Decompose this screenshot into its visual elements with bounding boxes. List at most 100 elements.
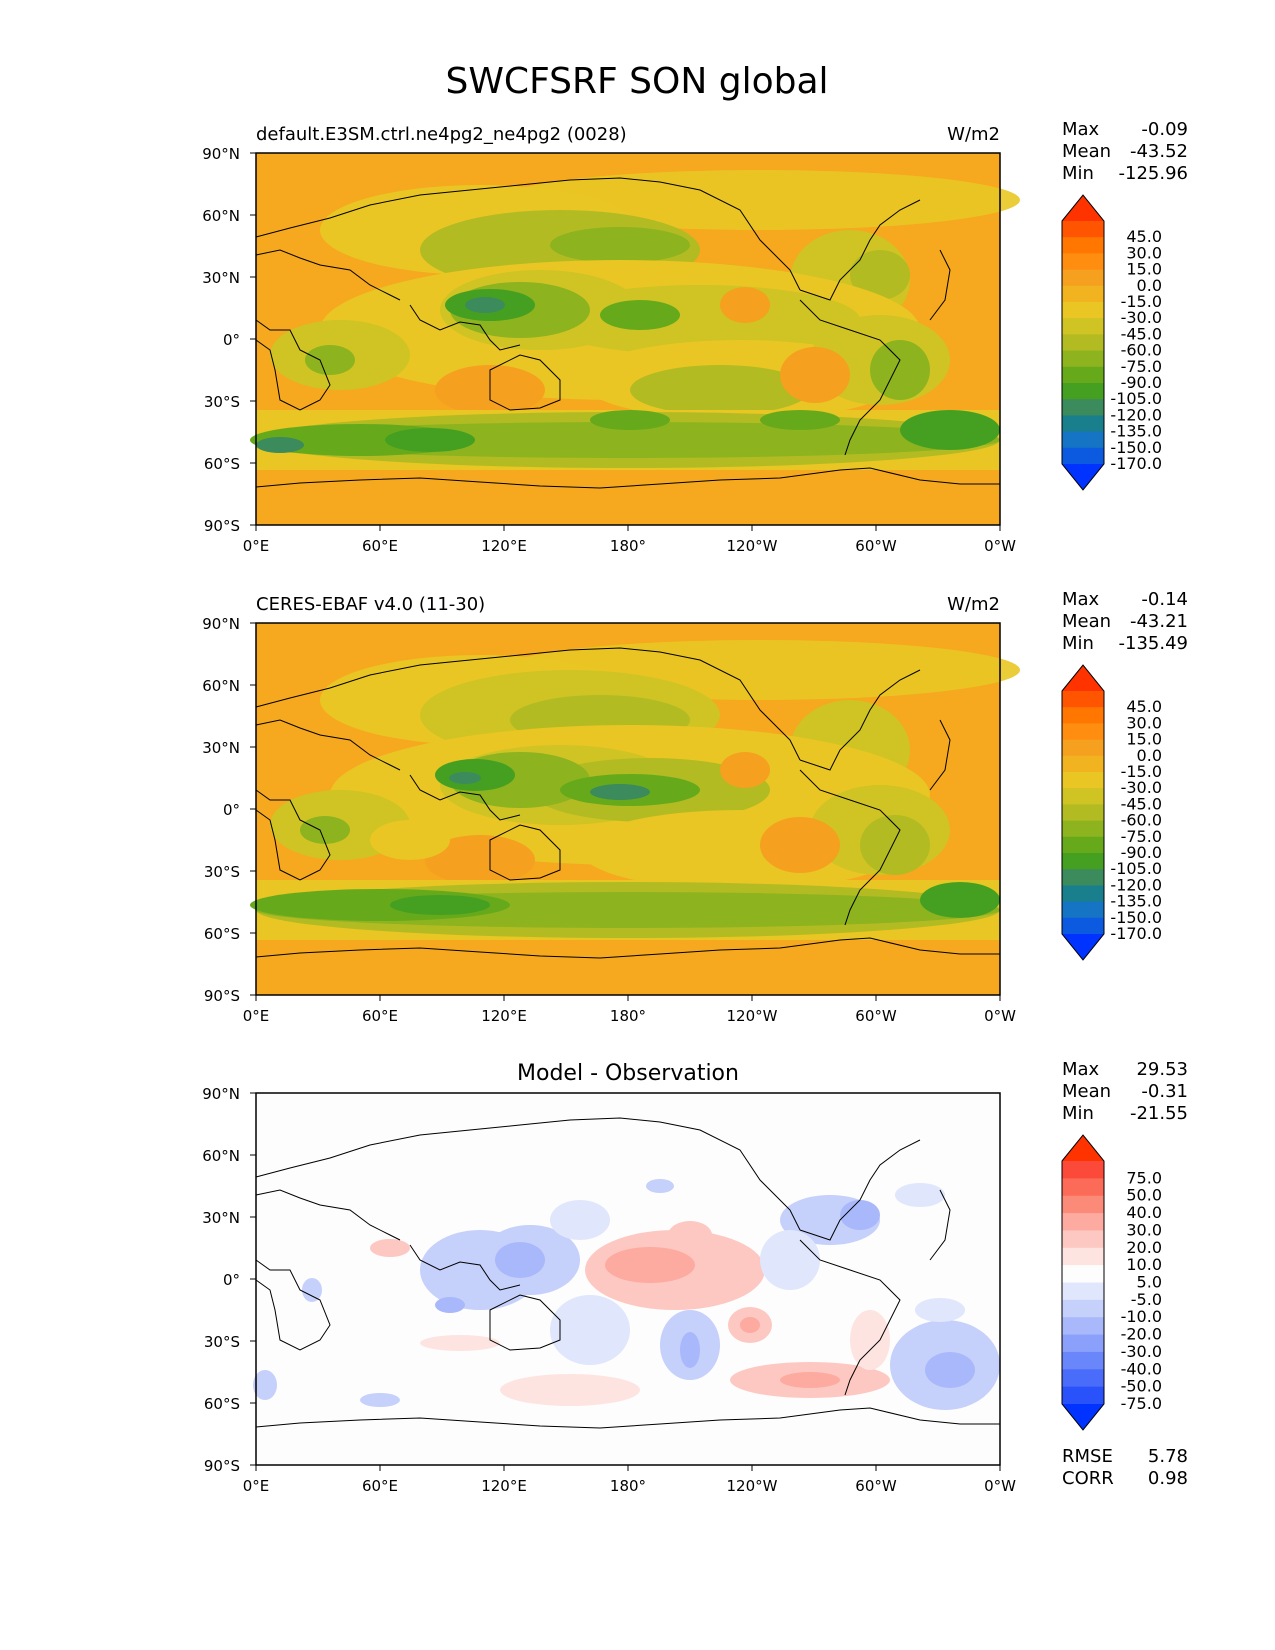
stats-block: Max -0.09 Mean -43.52 Min -125.96 [1062,119,1188,184]
colorbar-tick-label: 0.0 [1137,276,1162,295]
lon-tick-label: 120°E [481,1477,527,1495]
lat-tick-label: 90°S [204,1457,240,1475]
colorbar-segment [1062,1299,1104,1318]
lat-tick-label: 90°N [202,145,240,163]
colorbar-outline [1061,194,1105,491]
colorbar-tick-label: 15.0 [1126,260,1162,279]
lat-tick-label: 60°N [202,1147,240,1165]
stat-value-max: -0.09 [1141,119,1188,140]
colorbar-segment [1062,739,1104,757]
colorbar-tick-label: -90.0 [1121,843,1162,862]
colorbar-tick-label: -90.0 [1121,373,1162,392]
colorbar-segment [1062,917,1104,935]
rmse-label: RMSE [1062,1446,1113,1467]
lon-tick-label: 60°E [362,1477,398,1495]
lat-tick-label: 60°N [202,207,240,225]
stat-label-min: Min [1062,163,1094,184]
corr-label: CORR [1062,1468,1114,1489]
colorbar-segment [1062,221,1104,238]
figure-title: SWCFSRF SON global [445,61,828,102]
colorbar-segment [1062,755,1104,773]
lon-tick-label: 180° [610,1007,646,1025]
colorbar-tick-label: -75.0 [1121,1394,1162,1413]
colorbar-tick-label: -75.0 [1121,827,1162,846]
colorbar-segment [1062,366,1104,384]
lat-tick-label: 60°S [204,925,240,943]
colorbar-segment [1062,1386,1104,1405]
map-area [250,622,1020,996]
colorbar-segment [1062,269,1104,287]
colorbar-tick-label: -5.0 [1131,1290,1162,1309]
lat-tick-label: 30°S [204,393,240,411]
colorbar-segment [1062,1282,1104,1301]
colorbar-segment [1062,691,1104,708]
colorbar-segment [1062,285,1104,303]
colorbar-segment [1062,431,1104,449]
corr-value: 0.98 [1148,1468,1188,1489]
lon-tick-label: 60°E [362,1007,398,1025]
colorbar: 45.030.015.00.0-15.0-30.0-45.0-60.0-75.0… [1061,664,1162,961]
rmse-value: 5.78 [1148,1446,1188,1467]
panel-diff: Model - Observation [202,1059,1188,1495]
colorbar-tick-label: -75.0 [1121,357,1162,376]
colorbar-segment [1062,836,1104,854]
colorbar-segment [1062,1247,1104,1266]
coastlines [255,647,1000,959]
colorbar-segment [1062,788,1104,805]
stat-label-min: Min [1062,1103,1094,1124]
lon-tick-label: 0°E [243,537,270,555]
colorbar-tick-label: -40.0 [1121,1359,1162,1378]
lon-axis: 0°E 60°E 120°E 180° 120°W 60°W 0°W [243,525,1016,555]
colorbar: 75.050.040.030.020.010.05.0-5.0-10.0-20.… [1061,1134,1162,1431]
colorbar-extend-min [1062,934,1104,960]
colorbar-segment [1062,1178,1104,1197]
colorbar-tick-label: 30.0 [1126,1220,1162,1239]
colorbar-segment [1062,1195,1104,1214]
stats-block: Max -0.14 Mean -43.21 Min -135.49 [1062,589,1188,654]
colorbar-tick-label: -150.0 [1110,908,1162,927]
colorbar-segment [1062,383,1104,400]
colorbar-tick-label: -10.0 [1121,1307,1162,1326]
stat-label-max: Max [1062,589,1100,610]
lon-axis: 0°E 60°E 120°E 180° 120°W 60°W 0°W [243,995,1016,1025]
lat-tick-label: 0° [223,1271,240,1289]
stat-label-mean: Mean [1062,141,1111,162]
lat-tick-label: 60°S [204,1395,240,1413]
colorbar-segment [1062,707,1104,724]
colorbar-segment [1062,1317,1104,1336]
lat-tick-label: 30°N [202,739,240,757]
lon-tick-label: 120°E [481,1007,527,1025]
lon-tick-label: 60°W [855,1007,897,1025]
colorbar-tick-label: -45.0 [1121,794,1162,813]
map-field [250,170,1020,470]
colorbar-tick-label: 75.0 [1126,1168,1162,1187]
map-field [253,1179,1000,1410]
lat-axis: 90°N 60°N 30°N 0° 30°S 60°S 90°S [202,1085,256,1475]
lon-tick-label: 0°E [243,1007,270,1025]
lon-axis: 0°E 60°E 120°E 180° 120°W 60°W 0°W [243,1465,1016,1495]
panel-left-title: CERES-EBAF v4.0 (11-30) [256,594,485,615]
lat-tick-label: 60°S [204,455,240,473]
stat-label-mean: Mean [1062,1081,1111,1102]
lon-tick-label: 0°W [984,1477,1016,1495]
colorbar-extend-min [1062,464,1104,490]
colorbar-tick-label: -45.0 [1121,324,1162,343]
lon-tick-label: 60°E [362,537,398,555]
colorbar-extend-max [1062,665,1104,691]
lat-axis: 90°N 60°N 30°N 0° 30°S 60°S 90°S [202,145,256,535]
colorbar-segment [1062,772,1104,789]
map-area [253,1092,1001,1466]
colorbar-segment [1062,853,1104,870]
stat-label-max: Max [1062,119,1100,140]
colorbar-tick-label: 30.0 [1126,713,1162,732]
lon-tick-label: 0°W [984,537,1016,555]
colorbar-tick-label: 10.0 [1126,1255,1162,1274]
lat-axis: 90°N 60°N 30°N 0° 30°S 60°S 90°S [202,615,256,1005]
colorbar-extend-min [1062,1404,1104,1430]
lon-tick-label: 0°W [984,1007,1016,1025]
panel-left-title: default.E3SM.ctrl.ne4pg2_ne4pg2 (0028) [256,124,627,145]
lat-tick-label: 30°S [204,1333,240,1351]
colorbar-segment [1062,350,1104,368]
colorbar-tick-label: -50.0 [1121,1377,1162,1396]
